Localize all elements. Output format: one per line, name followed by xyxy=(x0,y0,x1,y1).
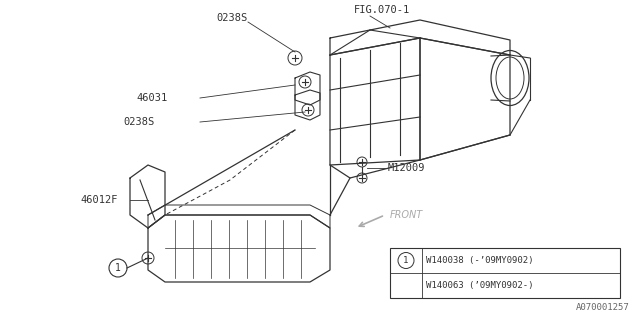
Text: W140038 (-’09MY0902): W140038 (-’09MY0902) xyxy=(426,256,534,265)
Text: W140063 (’09MY0902-): W140063 (’09MY0902-) xyxy=(426,281,534,290)
Bar xyxy=(390,248,620,298)
Text: 0238S: 0238S xyxy=(217,13,248,23)
Text: FIG.070-1: FIG.070-1 xyxy=(354,5,410,15)
Text: FRONT: FRONT xyxy=(390,210,423,220)
Text: 1: 1 xyxy=(403,256,409,265)
Text: A070001257: A070001257 xyxy=(576,303,630,312)
Text: 1: 1 xyxy=(115,263,121,273)
Text: M12009: M12009 xyxy=(388,163,426,173)
Text: 0238S: 0238S xyxy=(124,117,155,127)
Text: 46031: 46031 xyxy=(137,93,168,103)
Text: 46012F: 46012F xyxy=(80,195,118,205)
